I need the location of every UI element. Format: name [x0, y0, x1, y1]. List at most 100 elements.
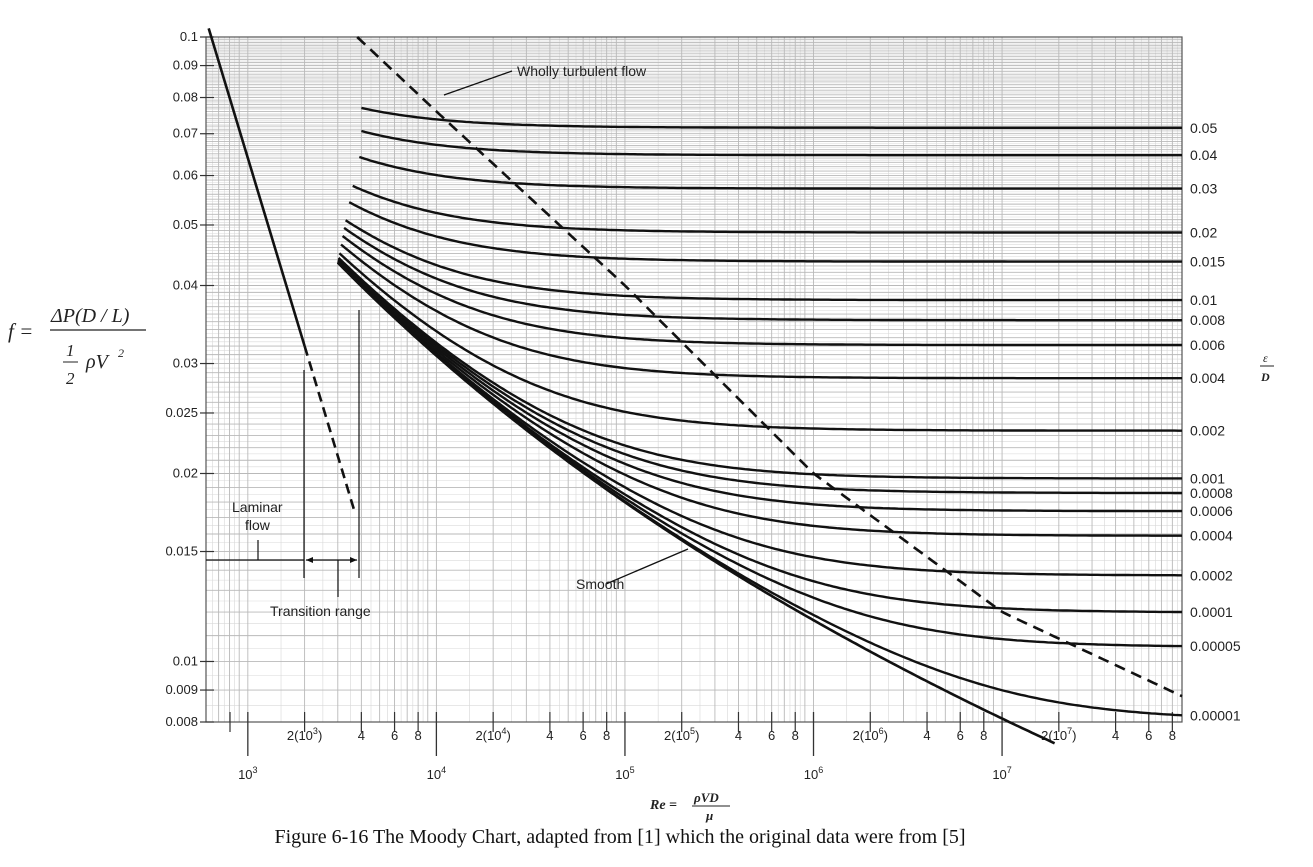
y-tick-label: 0.03	[173, 356, 198, 371]
wholly-turbulent-label: Wholly turbulent flow	[517, 63, 647, 79]
y-tick-label: 0.07	[173, 126, 198, 141]
x-axis-title: Re = ρVD μ	[649, 790, 730, 823]
eps-num: ε	[1263, 351, 1268, 365]
roughness-curve	[337, 260, 1182, 577]
roughness-curve	[337, 257, 1182, 480]
transition-label: Transition range	[270, 603, 371, 619]
roughness-label: 0.004	[1190, 370, 1225, 386]
right-axis-title: ε D	[1260, 351, 1274, 384]
x-minor-label: 6	[1145, 728, 1152, 743]
equation-f: f =	[8, 319, 33, 343]
roughness-label: 0.01	[1190, 292, 1217, 308]
y-axis-equation: f = ΔP(D / L) 1 2 ρV 2	[8, 305, 146, 388]
x-decade-label: 107	[992, 765, 1011, 782]
roughness-label: 0.02	[1190, 224, 1217, 240]
equation-numerator: ΔP(D / L)	[50, 305, 130, 327]
laminar-curve	[207, 28, 306, 347]
x-minor-label: 4	[546, 728, 553, 743]
roughness-curve	[344, 219, 1182, 302]
smooth-annotation: Smooth	[576, 548, 689, 592]
roughness-curve	[361, 106, 1182, 129]
x-minor-label: 2(103)	[287, 726, 322, 743]
roughness-curve	[337, 259, 1182, 537]
roughness-curve	[348, 201, 1182, 263]
roughness-curve	[358, 155, 1182, 190]
roughness-label: 0.0004	[1190, 528, 1233, 544]
x-minor-label: 6	[768, 728, 775, 743]
roughness-labels: 0.05 0.04 0.03 0.02 0.015 0.01 0.008 0.006 0.004…	[1190, 120, 1241, 723]
roughness-curve	[340, 243, 1182, 380]
roughness-label: 0.0008	[1190, 485, 1233, 501]
x-decade-label: 106	[804, 765, 823, 782]
x-decade-label: 105	[615, 765, 634, 782]
roughness-label: 0.0006	[1190, 503, 1233, 519]
y-tick-label: 0.01	[173, 653, 198, 668]
y-tick-label: 0.009	[165, 682, 198, 697]
x-minor-label: 8	[603, 728, 610, 743]
y-axis-ticks: 0.1 0.09 0.08 0.07 0.06 0.05 0.04 0.03 0.025 0.02…	[165, 29, 214, 729]
roughness-label: 0.03	[1190, 181, 1217, 197]
re-lhs: Re =	[649, 798, 677, 813]
y-tick-label: 0.02	[173, 465, 198, 480]
y-tick-label: 0.05	[173, 217, 198, 232]
y-tick-label: 0.008	[165, 714, 198, 729]
wholly-turbulent-curve	[356, 36, 1183, 698]
y-tick-label: 0.04	[173, 278, 198, 293]
re-den: μ	[705, 808, 713, 823]
roughness-label: 0.008	[1190, 312, 1225, 328]
roughness-label: 0.015	[1190, 254, 1225, 270]
roughness-curve	[338, 252, 1182, 432]
y-tick-label: 0.06	[173, 168, 198, 183]
x-minor-label: 4	[923, 728, 930, 743]
special-curves	[207, 28, 1183, 745]
roughness-curve	[337, 258, 1182, 495]
roughness-label: 0.00005	[1190, 638, 1241, 654]
re-num: ρVD	[693, 790, 719, 805]
minor-grid	[206, 37, 1182, 722]
roughness-label: 0.00001	[1190, 707, 1241, 723]
roughness-curve	[337, 261, 1182, 614]
smooth-curve	[336, 261, 1056, 745]
x-minor-label: 2(106)	[853, 726, 888, 743]
wholly-turbulent-annotation: Wholly turbulent flow	[443, 63, 647, 96]
y-tick-label: 0.025	[165, 405, 198, 420]
roughness-label: 0.0001	[1190, 604, 1233, 620]
x-decade-label: 104	[427, 765, 446, 782]
eps-den: D	[1260, 370, 1270, 384]
y-tick-label: 0.015	[165, 544, 198, 559]
roughness-curve	[341, 235, 1182, 347]
smooth-label: Smooth	[576, 576, 624, 592]
roughness-label: 0.002	[1190, 423, 1225, 439]
roughness-label: 0.0002	[1190, 567, 1233, 583]
roughness-curve	[337, 258, 1182, 513]
x-minor-label: 6	[580, 728, 587, 743]
roughness-label: 0.05	[1190, 120, 1217, 136]
laminar-extension	[303, 345, 357, 514]
x-minor-label: 2(105)	[664, 726, 699, 743]
y-tick-label: 0.1	[180, 29, 198, 44]
equation-half-num: 1	[66, 341, 75, 360]
x-minor-label: 6	[391, 728, 398, 743]
x-minor-label: 8	[1169, 728, 1176, 743]
laminar-label-1: Laminar	[232, 499, 283, 515]
x-minor-label: 4	[735, 728, 742, 743]
equation-half-den: 2	[66, 369, 75, 388]
roughness-label: 0.04	[1190, 147, 1217, 163]
roughness-label: 0.006	[1190, 337, 1225, 353]
laminar-label-2: flow	[245, 517, 271, 533]
x-decade-label: 103	[238, 765, 257, 782]
x-minor-label: 8	[792, 728, 799, 743]
x-minor-label: 4	[1112, 728, 1119, 743]
figure-caption: Figure 6-16 The Moody Chart, adapted fro…	[274, 826, 966, 848]
roughness-curve	[336, 261, 1183, 717]
x-minor-label: 8	[980, 728, 987, 743]
roughness-curve	[352, 184, 1182, 234]
x-minor-label: 2(104)	[475, 726, 510, 743]
equation-square: 2	[118, 346, 124, 360]
plot-frame	[205, 36, 1183, 723]
laminar-annotation: Laminar flow Transition range	[206, 310, 371, 619]
y-tick-label: 0.08	[173, 90, 198, 105]
x-minor-label: 4	[358, 728, 365, 743]
x-minor-label: 6	[957, 728, 964, 743]
